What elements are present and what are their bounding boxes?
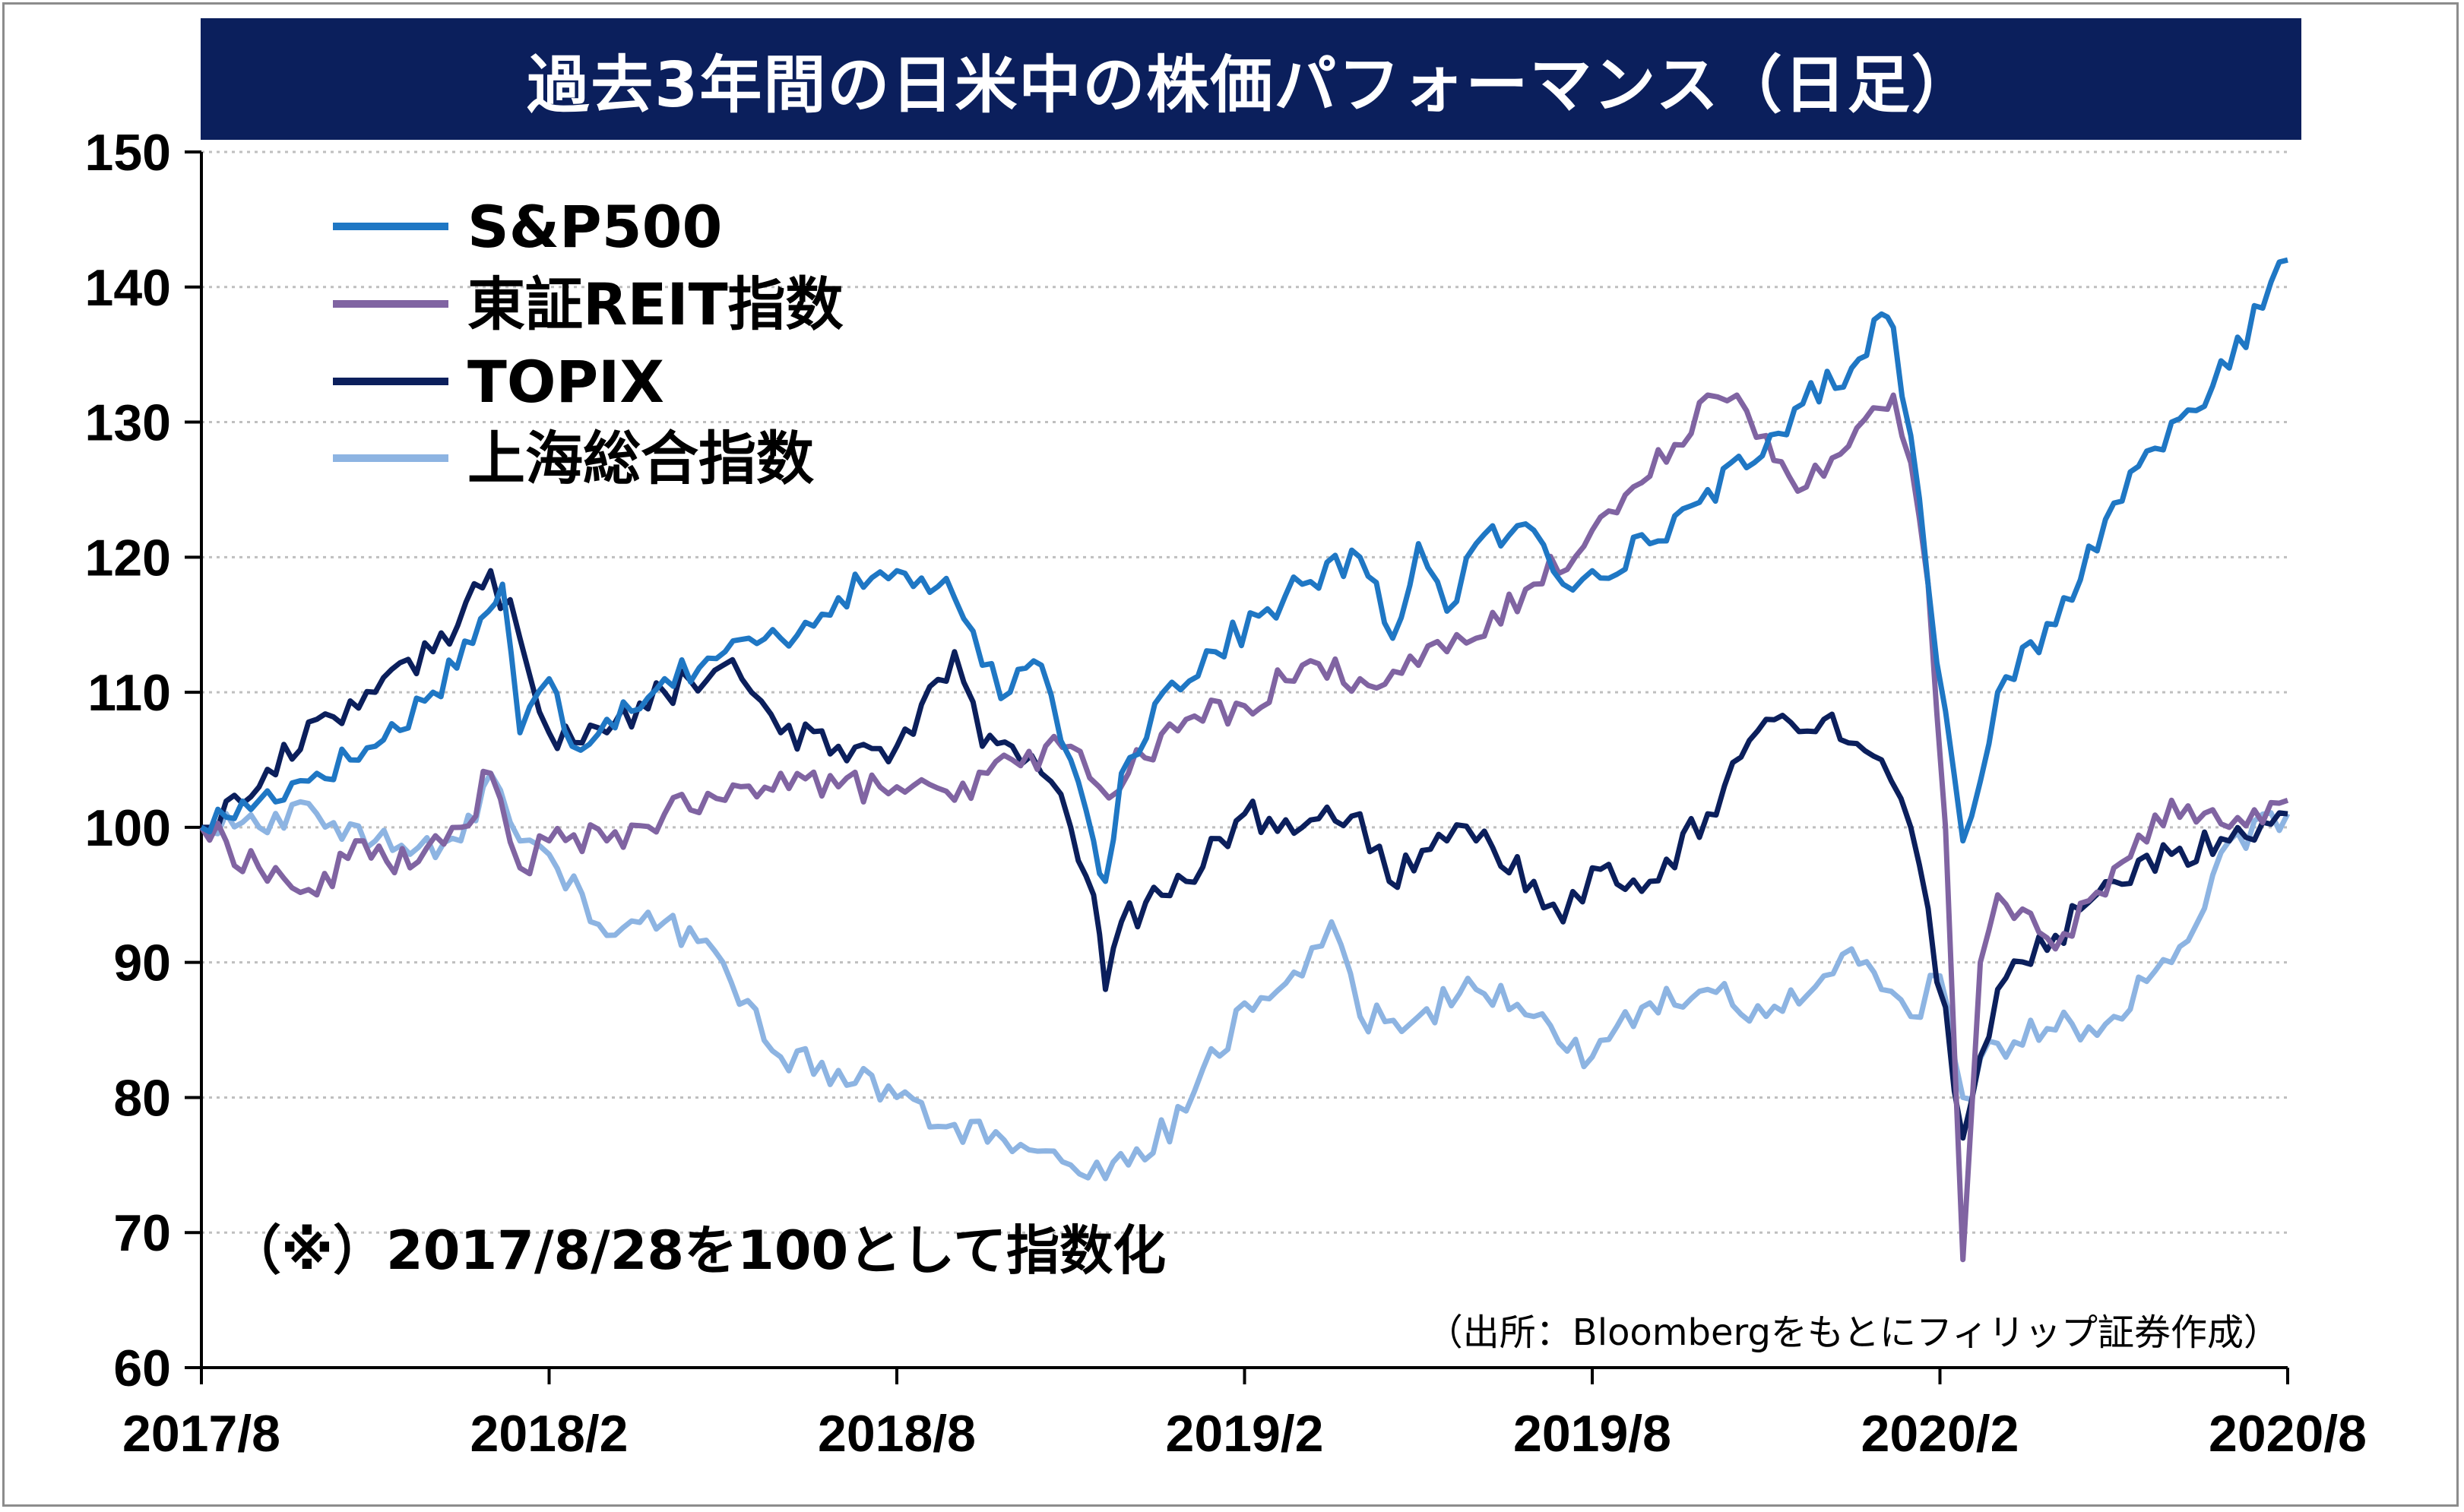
legend-label: TOPIX — [467, 348, 664, 416]
axes: 60 70 80 90 100 110 120 130 140 150 2017/8 2018/2 20… — [85, 124, 2367, 1463]
y-tick-label: 140 — [85, 259, 171, 317]
series-line-1 — [199, 392, 2289, 1263]
x-tick-label: 2020/2 — [1861, 1405, 2019, 1463]
y-tick-label: 100 — [85, 799, 171, 857]
x-tick-label: 2019/2 — [1166, 1405, 1324, 1463]
x-tick-label: 2018/2 — [470, 1405, 629, 1463]
y-tick-label: 130 — [85, 394, 171, 452]
y-tick-label: 70 — [113, 1204, 171, 1262]
x-tick-label: 2017/8 — [122, 1405, 280, 1463]
index-note: （※）2017/8/28を100として指数化 — [228, 1219, 1166, 1282]
y-tick-label: 110 — [87, 664, 171, 722]
x-tick-label: 2019/8 — [1513, 1405, 1671, 1463]
series-lines — [199, 257, 2291, 1263]
legend: S&P500 東証REIT指数 TOPIX 上海総合指数 — [333, 193, 844, 492]
series-line-2 — [201, 568, 2288, 1141]
series-line-3 — [200, 770, 2291, 1181]
legend-label: S&P500 — [467, 193, 722, 261]
y-tick-label: 80 — [113, 1069, 171, 1127]
x-tick-label: 2020/8 — [2209, 1405, 2367, 1463]
chart-title: 過去3年間の日米中の株価パフォーマンス（日足） — [201, 18, 2301, 140]
x-tick-label: 2018/8 — [818, 1405, 976, 1463]
y-tick-label: 120 — [85, 529, 171, 587]
y-tick-label: 60 — [113, 1340, 171, 1397]
y-tick-label: 90 — [113, 935, 171, 992]
series-line-0 — [200, 257, 2288, 884]
grid-lines — [201, 150, 2288, 1234]
legend-label: 上海総合指数 — [467, 425, 814, 492]
y-tick-label: 150 — [85, 124, 171, 182]
source-note: （出所：Bloombergをもとにフィリップ証券作成） — [1427, 1311, 2280, 1354]
legend-label: 東証REIT指数 — [467, 270, 844, 338]
